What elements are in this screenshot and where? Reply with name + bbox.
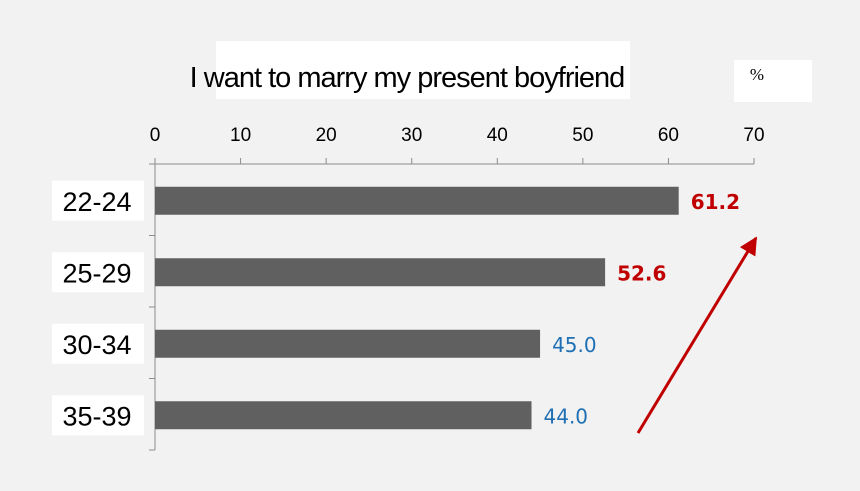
trend-arrow: [636, 236, 758, 434]
data-label: 45.0: [552, 333, 597, 357]
unit-background: [734, 60, 812, 102]
data-label: 61.2: [691, 190, 740, 214]
x-axis: 0 10 20 30 40 50 60 70: [149, 125, 765, 451]
x-tick-label: 40: [487, 125, 508, 146]
bar: [155, 258, 606, 287]
bar: [155, 329, 541, 358]
chart-title: I want to marry my present boyfriend: [190, 62, 625, 94]
category-label-background: [52, 252, 144, 293]
x-tick-label: 30: [401, 125, 422, 146]
x-tick-label: 70: [743, 125, 764, 146]
data-label: 44.0: [544, 404, 589, 428]
x-tick-label: 50: [572, 125, 593, 146]
category-label: 25-29: [62, 258, 131, 288]
unit-label: %: [750, 65, 764, 84]
x-tick-label: 60: [658, 125, 679, 146]
x-tick-label: 20: [316, 125, 337, 146]
bars: 22-24 61.2 25-29 52.6 30-34 45.0 35-39 44.0: [52, 180, 740, 436]
data-label: 52.6: [617, 261, 666, 285]
category-label-background: [52, 180, 144, 221]
category-label: 22-24: [62, 187, 131, 217]
x-tick-label: 10: [230, 125, 251, 146]
category-label: 30-34: [62, 330, 131, 360]
title-background: [216, 41, 630, 99]
bar: [155, 186, 679, 215]
x-tick-label: 0: [150, 125, 161, 146]
category-label-background: [52, 323, 144, 364]
category-label-background: [52, 395, 144, 436]
bar: [155, 401, 532, 430]
category-label: 35-39: [62, 401, 131, 431]
